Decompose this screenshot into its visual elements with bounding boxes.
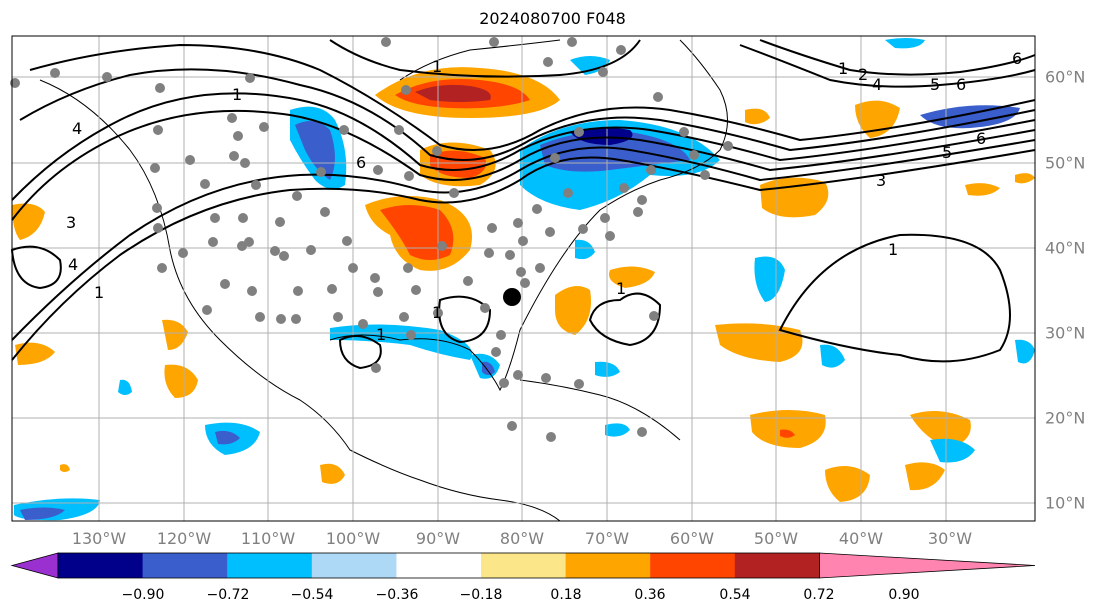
lat-label: 60°N	[1045, 67, 1086, 87]
lat-label: 30°N	[1045, 323, 1086, 343]
anomaly-fills	[12, 38, 1035, 521]
colorbar-segment	[311, 553, 397, 578]
contour-label: 1	[232, 85, 242, 104]
lon-label: 130°W	[71, 529, 127, 548]
contour-label: 1	[888, 240, 898, 259]
colorbar-tick-label: −0.90	[121, 587, 165, 603]
contour-label-group: 1 1 1 1 1 1 1 1 2 3 3 4 4 4 5 5 6 6 6 6	[66, 49, 1022, 344]
map-frame	[11, 35, 1036, 522]
colorbar-tick-label: −0.72	[206, 587, 250, 603]
contour-label: 6	[1012, 49, 1022, 68]
colorbar-segment	[650, 553, 736, 578]
colorbar-tick-label: 0.90	[888, 587, 920, 603]
colorbar	[10, 552, 1036, 579]
lat-label: 40°N	[1045, 238, 1086, 258]
lon-label: 100°W	[325, 529, 381, 548]
colorbar-tick-label: −0.36	[375, 587, 419, 603]
lon-label: 110°W	[240, 529, 296, 548]
contour-label: 3	[66, 213, 76, 232]
colorbar-segment	[565, 553, 651, 578]
colorbar-segment	[481, 553, 567, 578]
contour-label: 4	[872, 75, 882, 94]
colorbar-segment	[396, 553, 482, 578]
lon-label: 40°W	[838, 529, 884, 548]
gridlines	[12, 36, 1035, 521]
lon-label: 60°W	[669, 529, 715, 548]
colorbar-segment	[734, 553, 820, 578]
colorbar-outline	[57, 552, 820, 579]
contour-label: 1	[616, 279, 626, 298]
contour-label: 2	[858, 65, 868, 84]
contour-label: 4	[72, 119, 82, 138]
colorbar-extend-high	[819, 552, 1036, 579]
lon-label: 50°W	[753, 529, 799, 548]
contour-label: 6	[956, 75, 966, 94]
colorbar-tick-label: 0.18	[550, 587, 582, 603]
lat-label: 50°N	[1045, 153, 1086, 173]
contour-label: 1	[94, 283, 104, 302]
coastlines	[39, 39, 728, 522]
colorbar-tick-label: 0.54	[719, 587, 751, 603]
map-title: 2024080700 F048	[479, 9, 626, 28]
contour-label: 6	[976, 129, 986, 148]
contour-label: 3	[876, 171, 886, 190]
lat-label: 10°N	[1045, 493, 1086, 513]
contour-label: 1	[838, 59, 848, 78]
contour-label: 4	[68, 255, 78, 274]
lon-label: 90°W	[415, 529, 461, 548]
colorbar-tick-label: 0.36	[634, 587, 666, 603]
colorbar-segment	[142, 553, 228, 578]
contour-label: 5	[930, 75, 940, 94]
colorbar-extend-low	[10, 552, 59, 579]
contour-label: 6	[356, 153, 366, 172]
colorbar-tick-label: 0.72	[803, 587, 835, 603]
lon-label: 70°W	[584, 529, 630, 548]
lat-label: 20°N	[1045, 408, 1086, 428]
contour-label: 1	[432, 303, 442, 322]
colorbar-segment	[227, 553, 313, 578]
contour-label: 5	[942, 143, 952, 162]
station-dots	[10, 37, 733, 442]
colorbar-tick-label: −0.54	[290, 587, 334, 603]
contour-label: 1	[432, 57, 442, 76]
colorbar-tick-label: −0.18	[459, 587, 503, 603]
lon-label: 120°W	[156, 529, 212, 548]
contour-label: 1	[376, 325, 386, 344]
highlight-dot	[503, 288, 521, 306]
lon-label: 80°W	[499, 529, 545, 548]
colorbar-segment	[58, 553, 144, 578]
lon-label: 30°W	[927, 529, 973, 548]
contour-lines	[10, 39, 1036, 370]
